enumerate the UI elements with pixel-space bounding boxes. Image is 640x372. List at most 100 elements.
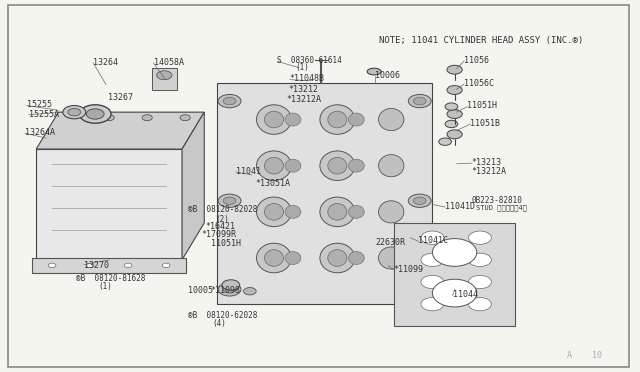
Circle shape [218,194,241,208]
Text: *16421: *16421 [205,222,236,231]
Text: ®B  08120-81628: ®B 08120-81628 [76,274,145,283]
Circle shape [68,109,81,116]
Ellipse shape [285,159,301,172]
Circle shape [63,106,86,119]
Circle shape [445,103,458,110]
Circle shape [86,109,104,119]
Circle shape [408,94,431,108]
Bar [152,68,177,90]
Ellipse shape [348,251,364,264]
Ellipse shape [320,151,355,180]
Circle shape [413,197,426,205]
Text: (1): (1) [296,63,309,72]
Polygon shape [394,223,515,326]
Ellipse shape [320,105,355,134]
Text: (4): (4) [212,319,227,328]
Ellipse shape [348,113,364,126]
Text: *11098: *11098 [211,286,241,295]
Text: 15255: 15255 [27,100,52,109]
Ellipse shape [257,243,291,273]
Ellipse shape [320,197,355,227]
Text: STUD スタッド（4）: STUD スタッド（4） [476,205,527,211]
Text: 13267: 13267 [108,93,133,102]
Circle shape [421,231,444,244]
Text: *11048B: *11048B [290,74,324,83]
Circle shape [413,286,426,293]
Circle shape [408,194,431,208]
Circle shape [468,298,492,311]
Circle shape [413,97,426,105]
Circle shape [157,71,172,80]
Ellipse shape [328,250,347,266]
Circle shape [447,86,462,94]
Ellipse shape [348,159,364,172]
Text: 13270: 13270 [84,261,109,270]
Text: *13212A: *13212A [287,95,322,104]
Text: 11051H: 11051H [467,101,497,110]
Ellipse shape [320,243,355,273]
Circle shape [124,263,132,267]
Circle shape [79,105,111,123]
Ellipse shape [285,251,301,264]
Circle shape [421,298,444,311]
Text: 11051B: 11051B [470,119,500,128]
Ellipse shape [378,109,404,131]
Text: *11099: *11099 [393,264,423,273]
Polygon shape [32,258,186,273]
Circle shape [468,231,492,244]
Text: 13264A: 13264A [25,128,55,137]
Polygon shape [217,83,433,304]
Text: 11041D: 11041D [445,202,475,211]
Text: 11044: 11044 [452,291,477,299]
Text: NOTE; 11041 CYLINDER HEAD ASSY (INC.®): NOTE; 11041 CYLINDER HEAD ASSY (INC.®) [378,36,583,45]
Text: S  08360-61614: S 08360-61614 [277,56,342,65]
Circle shape [421,253,444,266]
Ellipse shape [285,113,301,126]
Text: 10006: 10006 [376,71,401,80]
Circle shape [222,280,240,290]
Circle shape [439,138,451,145]
Text: *17099R: *17099R [201,230,236,239]
Text: 11041: 11041 [236,167,261,176]
Text: 13264: 13264 [93,58,118,67]
Circle shape [218,94,241,108]
Circle shape [468,253,492,266]
Ellipse shape [264,203,284,220]
Text: (1): (1) [99,282,112,291]
Ellipse shape [328,203,347,220]
Circle shape [48,263,56,267]
Text: 14058A: 14058A [154,58,184,67]
Text: 0B223-82810: 0B223-82810 [472,196,523,205]
Text: ®B  08120-62028: ®B 08120-62028 [188,311,258,320]
Circle shape [421,275,444,289]
Text: A    10: A 10 [567,351,602,360]
Circle shape [447,110,462,118]
Circle shape [218,283,241,296]
Ellipse shape [378,201,404,223]
Ellipse shape [348,205,364,218]
Circle shape [445,120,458,128]
Ellipse shape [378,247,404,269]
Text: *13212A: *13212A [472,167,507,176]
Ellipse shape [328,157,347,174]
Text: 11056: 11056 [464,56,489,65]
Ellipse shape [367,68,381,75]
Polygon shape [36,112,204,149]
Polygon shape [36,149,182,260]
Ellipse shape [257,151,291,180]
Circle shape [104,115,114,121]
Ellipse shape [433,238,477,266]
Circle shape [142,115,152,121]
Ellipse shape [257,105,291,134]
Text: *13213: *13213 [472,157,502,167]
Polygon shape [182,112,204,260]
Circle shape [447,65,462,74]
Text: *13051A: *13051A [255,179,290,187]
Text: 22630R: 22630R [376,238,405,247]
Text: 11051H: 11051H [211,239,241,248]
Text: 11056C: 11056C [464,79,494,88]
Ellipse shape [264,250,284,266]
Text: 15255A: 15255A [29,109,59,119]
Text: 10005: 10005 [188,286,213,295]
Ellipse shape [328,111,347,128]
